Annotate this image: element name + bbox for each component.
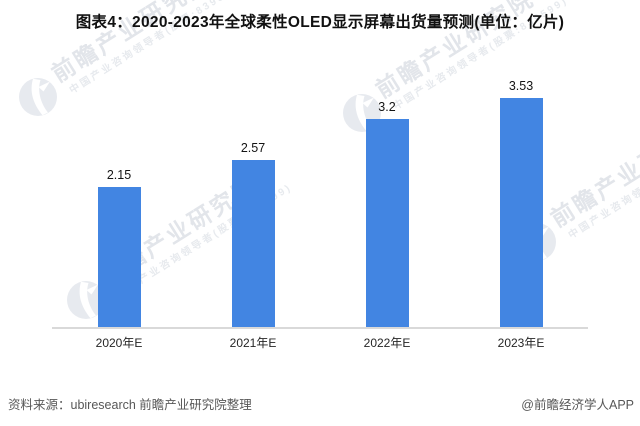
bar-column: 3.2	[320, 100, 454, 327]
x-axis-label: 2022年E	[363, 336, 411, 350]
bar	[365, 119, 409, 327]
bar-column: 2.57	[186, 141, 320, 327]
bar	[97, 187, 141, 327]
bar-value-label: 3.2	[378, 100, 396, 114]
x-axis-label: 2021年E	[229, 336, 277, 350]
bar-chart: 2.15 2.57 3.2 3.53	[52, 70, 588, 329]
bar	[499, 97, 543, 327]
x-axis-label: 2020年E	[95, 336, 143, 350]
bar-column: 3.53	[454, 79, 588, 327]
chart-title: 图表4：2020-2023年全球柔性OLED显示屏幕出货量预测(单位：亿片)	[75, 14, 565, 31]
x-axis-label: 2023年E	[497, 336, 545, 350]
bar-value-label: 3.53	[508, 78, 534, 93]
footer-credit: @前瞻经济学人APP	[521, 398, 634, 412]
footer-source: 资料来源：ubiresearch 前瞻产业研究院整理	[8, 398, 252, 412]
bar-column: 2.15	[52, 168, 186, 327]
footer: 资料来源：ubiresearch 前瞻产业研究院整理 @前瞻经济学人APP	[8, 394, 634, 413]
bar	[231, 160, 275, 327]
bar-value-label: 2.57	[240, 141, 266, 155]
bar-value-label: 2.15	[106, 168, 132, 183]
x-axis: 2020年E 2021年E 2022年E 2023年E	[52, 334, 588, 351]
